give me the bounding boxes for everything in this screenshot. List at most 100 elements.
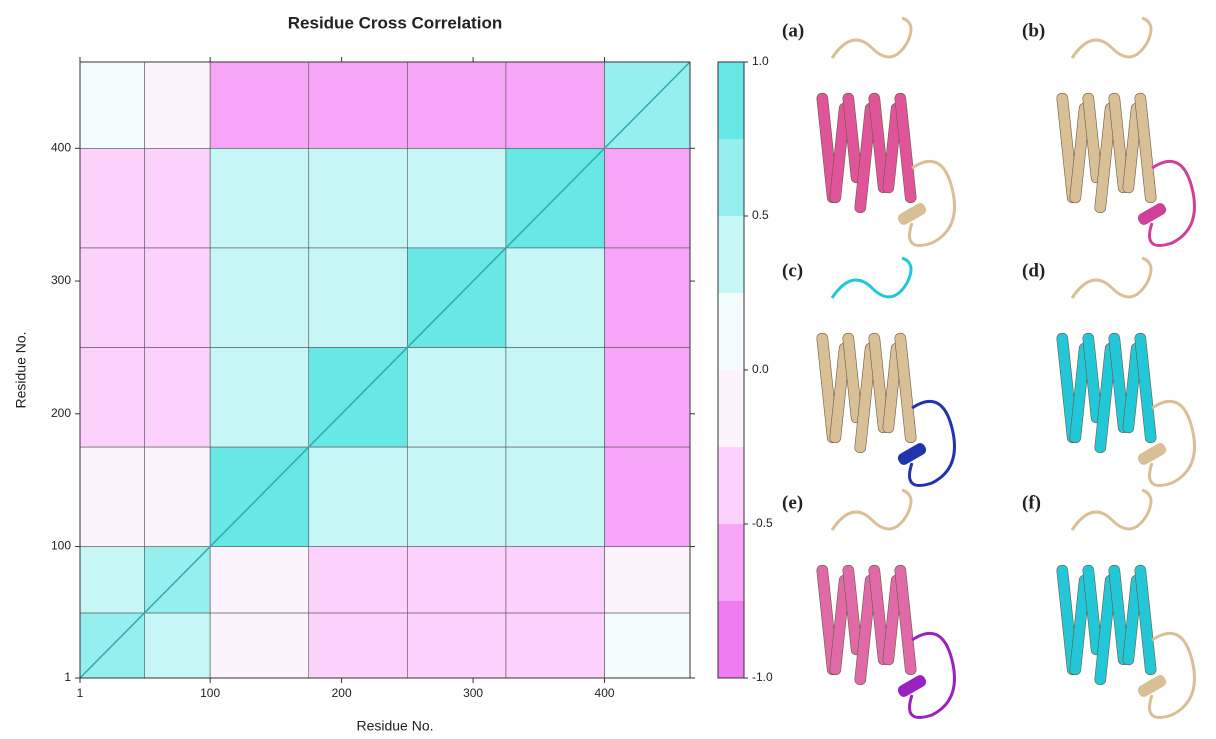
tail <box>910 633 955 717</box>
small-helix <box>896 441 928 466</box>
heatmap-cell <box>506 347 605 447</box>
loop <box>832 490 911 530</box>
small-helix <box>1136 201 1168 226</box>
chart-title: Residue Cross Correlation <box>288 13 502 32</box>
protein-structure <box>1056 258 1194 486</box>
heatmap-cell <box>309 148 408 248</box>
colorbar-band <box>718 370 744 447</box>
colorbar-band <box>718 447 744 524</box>
protein-structure <box>1056 490 1194 718</box>
heatmap-cell <box>506 248 605 348</box>
heatmap-cell <box>80 148 144 248</box>
heatmap-cell <box>210 148 309 248</box>
y-tick-label: 1 <box>64 670 71 684</box>
protein-structure <box>816 490 954 718</box>
colorbar-band <box>718 293 744 370</box>
heatmap-cell <box>144 613 210 678</box>
colorbar-tick-label: 0.5 <box>752 208 769 222</box>
heatmap-cell <box>210 613 309 678</box>
heatmap-cell <box>309 547 408 613</box>
colorbar-tick-label: -1.0 <box>752 670 773 684</box>
heatmap-cell <box>309 62 408 148</box>
x-tick-label: 200 <box>332 686 352 700</box>
tail <box>910 161 955 245</box>
heatmap-cell <box>605 613 690 678</box>
heatmap-cell <box>80 547 144 613</box>
heatmap-cell <box>144 347 210 447</box>
heatmap-cell <box>407 613 506 678</box>
heatmap-cell <box>80 347 144 447</box>
protein-structure <box>816 18 954 246</box>
heatmap-cell <box>506 447 605 547</box>
tail <box>1150 161 1195 245</box>
heatmap-cell <box>605 347 690 447</box>
y-tick-label: 300 <box>51 273 71 287</box>
panel-label: (a) <box>782 20 804 41</box>
protein-structure <box>816 258 954 486</box>
panel-label: (f) <box>1022 492 1041 513</box>
y-tick-label: 400 <box>51 140 71 154</box>
x-tick-label: 100 <box>200 686 220 700</box>
panel-label: (c) <box>782 260 803 281</box>
heatmap-cell <box>605 248 690 348</box>
heatmap-cell <box>80 62 144 148</box>
panel-label: (e) <box>782 492 803 513</box>
small-helix <box>1136 441 1168 466</box>
y-tick-label: 100 <box>51 539 71 553</box>
heatmap-cell <box>210 547 309 613</box>
tail <box>1150 401 1195 485</box>
y-tick-label: 200 <box>51 406 71 420</box>
x-axis-label: Residue No. <box>356 718 433 734</box>
heatmap-cell <box>309 613 408 678</box>
heatmap-cell <box>407 62 506 148</box>
protein-structure <box>1056 18 1194 246</box>
heatmap-cell <box>210 347 309 447</box>
heatmap-cell <box>407 447 506 547</box>
small-helix <box>896 201 928 226</box>
heatmap-cell <box>309 447 408 547</box>
loop <box>1072 258 1151 298</box>
colorbar-tick-label: -0.5 <box>752 516 773 530</box>
heatmap-cell <box>210 248 309 348</box>
heatmap-cell <box>605 447 690 547</box>
loop <box>1072 18 1151 58</box>
loop <box>832 258 911 298</box>
heatmap-cell <box>605 547 690 613</box>
heatmap-cell <box>80 447 144 547</box>
colorbar-band <box>718 139 744 216</box>
colorbar-band <box>718 216 744 293</box>
colorbar-band <box>718 524 744 601</box>
x-tick-label: 400 <box>595 686 615 700</box>
colorbar-band <box>718 62 744 139</box>
heatmap-cell <box>506 613 605 678</box>
heatmap-cell <box>506 62 605 148</box>
heatmap-cell <box>309 248 408 348</box>
loop <box>1072 490 1151 530</box>
small-helix <box>1136 673 1168 698</box>
y-axis-label: Residue No. <box>13 331 29 408</box>
panel-label: (d) <box>1022 260 1045 281</box>
colorbar-tick-label: 1.0 <box>752 54 769 68</box>
small-helix <box>896 673 928 698</box>
heatmap-cell <box>407 547 506 613</box>
heatmap-cell <box>144 248 210 348</box>
colorbar-band <box>718 601 744 678</box>
tail <box>910 401 955 485</box>
panel-label: (b) <box>1022 20 1045 41</box>
heatmap-cell <box>210 62 309 148</box>
page: Residue Cross Correlation Residue No. Re… <box>0 0 1216 739</box>
heatmap-cell <box>605 148 690 248</box>
x-tick-label: 1 <box>77 686 84 700</box>
figure: Residue Cross Correlation Residue No. Re… <box>0 0 1216 734</box>
x-tick-label: 300 <box>463 686 483 700</box>
heatmap-cell <box>144 62 210 148</box>
heatmap-cell <box>144 148 210 248</box>
tail <box>1150 633 1195 717</box>
heatmap-cell <box>407 347 506 447</box>
heatmap-cell <box>407 148 506 248</box>
colorbar-tick-label: 0.0 <box>752 362 769 376</box>
heatmap-cell <box>506 547 605 613</box>
heatmap-cell <box>80 248 144 348</box>
heatmap-cell <box>144 447 210 547</box>
loop <box>832 18 911 58</box>
